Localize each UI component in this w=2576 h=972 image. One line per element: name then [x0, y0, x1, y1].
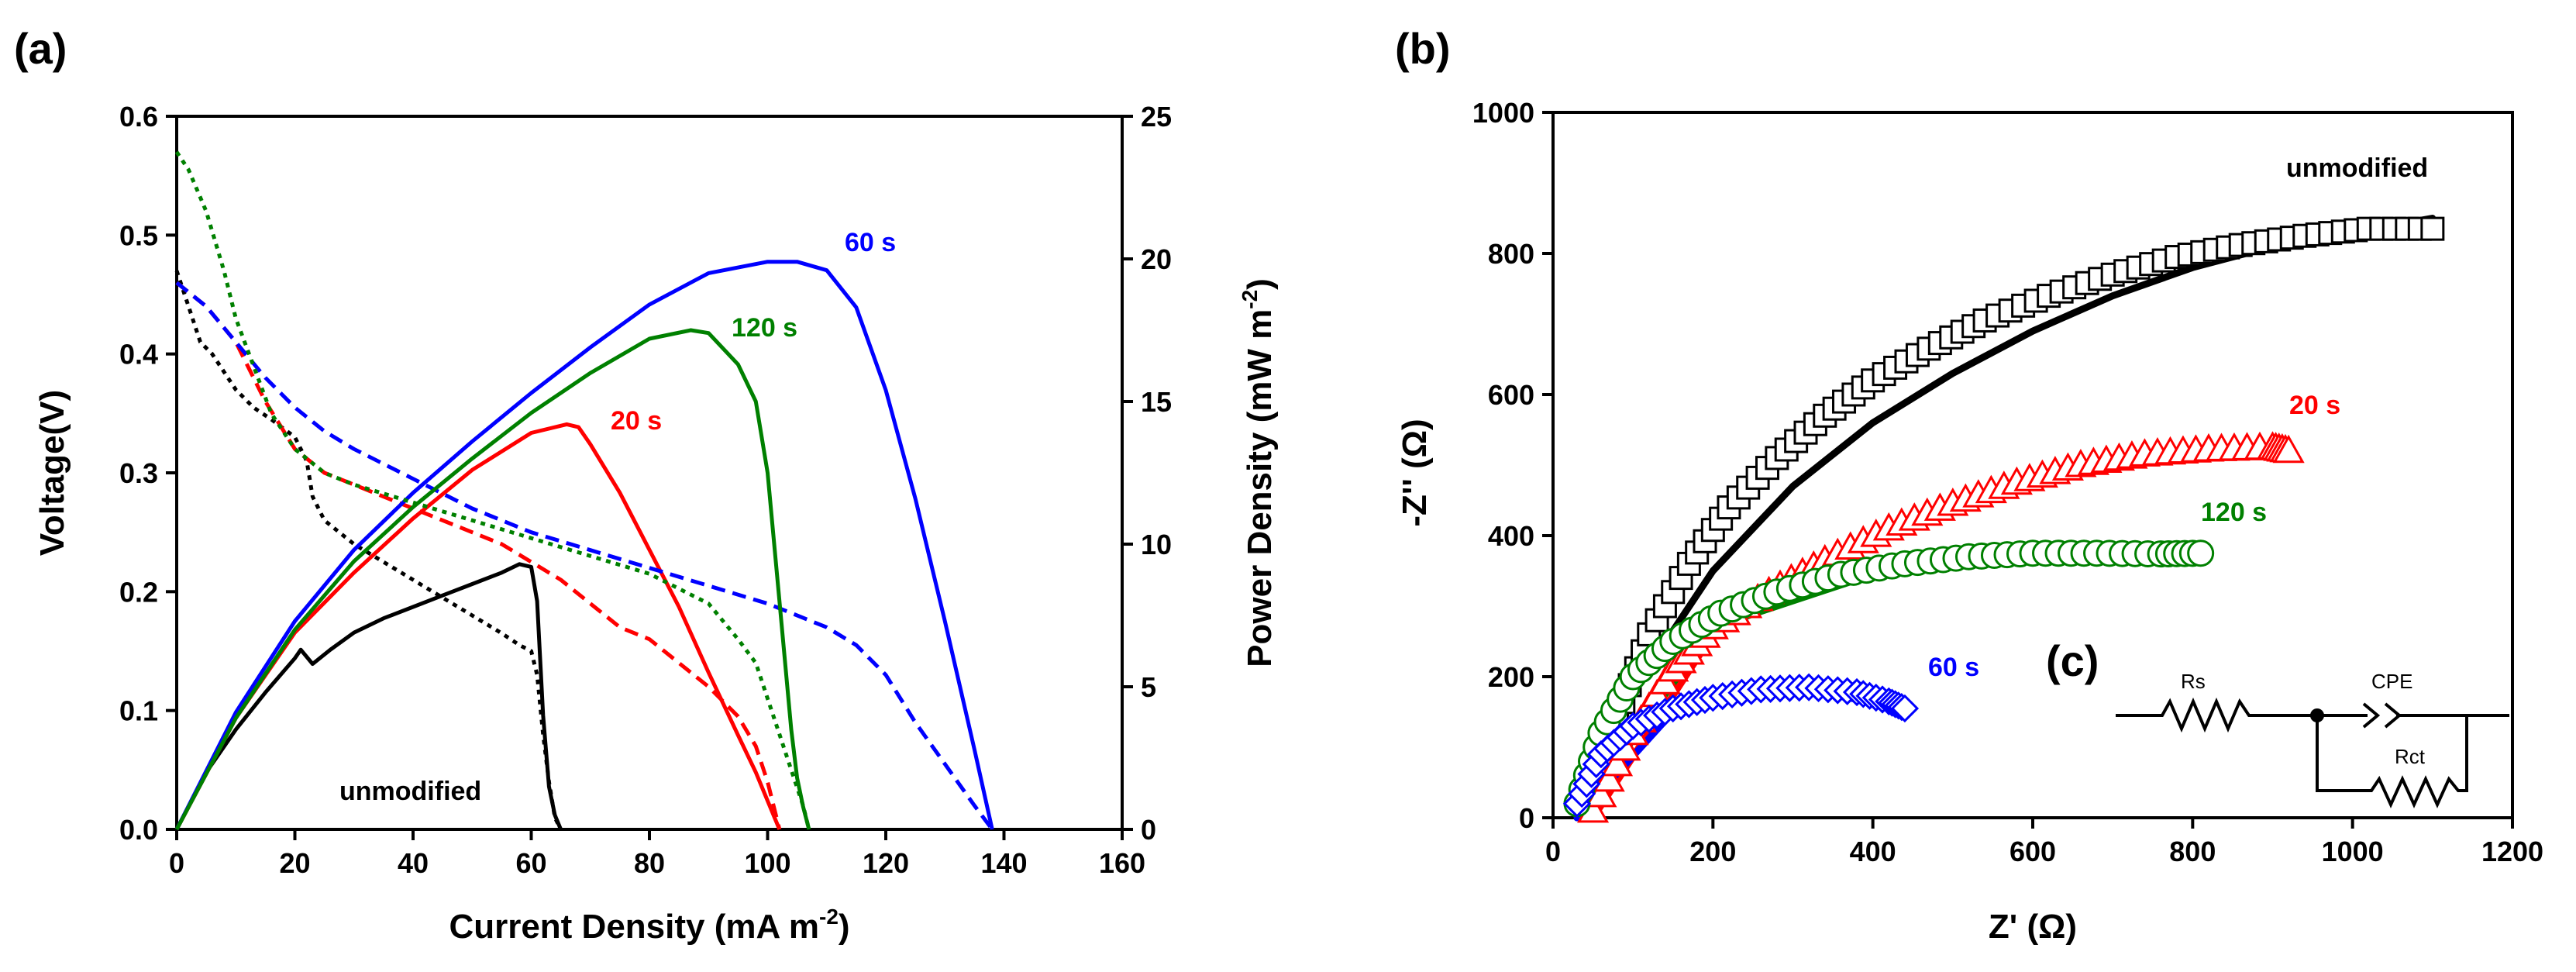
y-tick-label-a: 0.2	[119, 576, 158, 608]
rs-label: Rs	[2181, 670, 2206, 693]
x-tick-label-a: 120	[863, 847, 909, 879]
x-tick-label-b: 800	[2169, 836, 2216, 867]
panel-label-c: (c)	[2046, 636, 2099, 685]
series-120s-power-line	[174, 328, 811, 831]
y-axis-title-b: -Z'' (Ω)	[1396, 419, 1434, 526]
rct-resistor	[2316, 715, 2468, 808]
x-tick-label-b: 1000	[2322, 836, 2384, 867]
y-tick-label-b: 600	[1488, 379, 1534, 411]
y-tick-label-a: 0.1	[119, 695, 158, 727]
y-tick-label-a: 0.6	[119, 101, 158, 133]
x-tick-label-a: 140	[980, 847, 1027, 879]
x-tick-label-a: 0	[169, 847, 184, 879]
panel-b-chart: 0 200 400 600 800 1000 1200 0 200 400 600 800 1000 Z…	[1396, 97, 2543, 946]
series-120s-voltage-line	[174, 150, 811, 830]
series-60s-points	[1562, 673, 1920, 818]
series-unmodified-power-line	[174, 562, 563, 831]
marker-triangle	[2272, 434, 2305, 464]
x-axis-title-a: Current Density (mA m-2)	[449, 905, 849, 946]
rs-resistor	[2116, 697, 2317, 733]
series-20s-voltage-line	[175, 281, 782, 830]
y-tick-label-b: 1000	[1472, 97, 1534, 129]
label-120s-a: 120 s	[732, 313, 797, 343]
x-tick-label-b: 200	[1689, 836, 1736, 867]
equivalent-circuit: (c) Rs CPE Rct	[2046, 636, 2509, 808]
marker-circle	[2187, 539, 2215, 567]
y-tick-label-a: 0.5	[119, 219, 158, 251]
x-axis-title-b: Z' (Ω)	[1989, 908, 2077, 946]
label-120s-b: 120 s	[2201, 498, 2267, 527]
y-tick-label-b: 800	[1488, 238, 1534, 270]
marker-triangle	[1593, 763, 1625, 792]
y2-tick-label-a: 20	[1141, 243, 1172, 275]
cpe-label: CPE	[2371, 670, 2412, 693]
x-tick-label-a: 100	[744, 847, 790, 879]
y2-tick-label-a: 25	[1141, 101, 1172, 133]
x-tick-label-a: 160	[1099, 847, 1145, 879]
label-20s-b: 20 s	[2289, 391, 2340, 420]
x-tick-label-b: 0	[1545, 836, 1561, 867]
x-tick-label-b: 600	[2009, 836, 2056, 867]
x-tick-label-a: 60	[515, 847, 546, 879]
series-unmodified-points	[1572, 216, 2445, 816]
series-unmodified-voltage-line	[174, 270, 563, 831]
y2-axis-title-a: Power Density (mW m-2)	[1238, 278, 1279, 667]
y2-tick-label-a: 15	[1141, 386, 1172, 418]
plot-frame-a	[175, 115, 1124, 831]
label-unmodified-b: unmodified	[2286, 153, 2428, 183]
y-axis-title-a: Voltage(V)	[33, 390, 71, 556]
y2-tick-label-a: 10	[1141, 529, 1172, 560]
series-20s-power-line	[174, 422, 782, 831]
label-60s-a: 60 s	[845, 228, 896, 257]
y2-tick-label-a: 5	[1141, 671, 1156, 703]
cpe-element	[2362, 702, 2402, 729]
y-tick-label-a: 0.4	[119, 339, 158, 371]
panel-a-chart: 0 20 40 60 80 100 120 140 1600.00.10.20.30.40.50…	[33, 101, 1279, 946]
marker-square	[2420, 216, 2445, 241]
label-60s-b: 60 s	[1928, 653, 1979, 682]
panel-label-b: (b)	[1395, 24, 1451, 73]
marker-triangle	[1600, 747, 1634, 777]
series-60s-power-line	[174, 260, 994, 831]
y-tick-label-b: 400	[1488, 520, 1534, 552]
x-tick-label-a: 20	[279, 847, 310, 879]
panel-label-a: (a)	[14, 24, 67, 73]
series-60s-voltage-line	[175, 281, 994, 831]
x-tick-label-a: 80	[634, 847, 665, 879]
y-tick-label-b: 200	[1488, 661, 1534, 693]
label-20s-a: 20 s	[611, 406, 662, 436]
y-tick-label-a: 0.3	[119, 457, 158, 489]
rct-label: Rct	[2395, 745, 2426, 768]
y-tick-label-a: 0.0	[119, 814, 158, 846]
marker-diamond	[1890, 694, 1920, 723]
x-tick-label-a: 40	[398, 847, 429, 879]
x-tick-label-b: 400	[1850, 836, 1896, 867]
y2-tick-label-a: 0	[1141, 814, 1156, 846]
label-unmodified-a: unmodified	[339, 777, 481, 806]
y-tick-label-b: 0	[1519, 802, 1534, 834]
x-tick-label-b: 1200	[2481, 836, 2543, 867]
